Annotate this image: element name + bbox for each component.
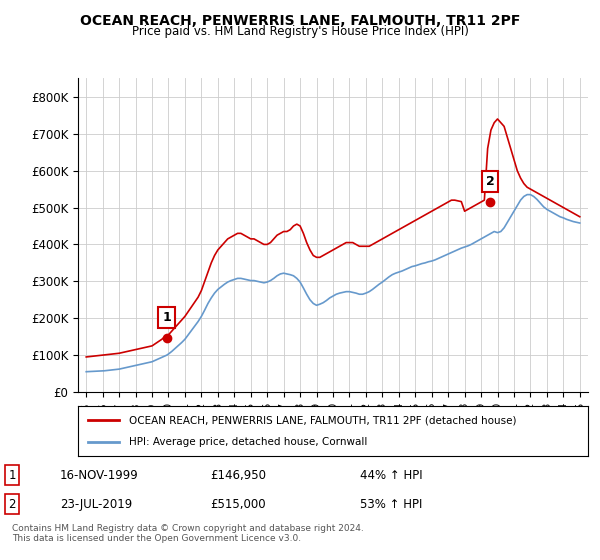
Text: 53% ↑ HPI: 53% ↑ HPI bbox=[360, 498, 422, 511]
Text: Contains HM Land Registry data © Crown copyright and database right 2024.
This d: Contains HM Land Registry data © Crown c… bbox=[12, 524, 364, 543]
Text: 23-JUL-2019: 23-JUL-2019 bbox=[60, 498, 132, 511]
Text: OCEAN REACH, PENWERRIS LANE, FALMOUTH, TR11 2PF: OCEAN REACH, PENWERRIS LANE, FALMOUTH, T… bbox=[80, 14, 520, 28]
Text: HPI: Average price, detached house, Cornwall: HPI: Average price, detached house, Corn… bbox=[129, 437, 367, 447]
Text: £515,000: £515,000 bbox=[210, 498, 266, 511]
Text: 44% ↑ HPI: 44% ↑ HPI bbox=[360, 469, 422, 482]
Text: 16-NOV-1999: 16-NOV-1999 bbox=[60, 469, 139, 482]
Text: Price paid vs. HM Land Registry's House Price Index (HPI): Price paid vs. HM Land Registry's House … bbox=[131, 25, 469, 38]
Text: 2: 2 bbox=[486, 175, 494, 188]
Text: 1: 1 bbox=[8, 469, 16, 482]
Text: 1: 1 bbox=[162, 311, 171, 324]
Text: £146,950: £146,950 bbox=[210, 469, 266, 482]
Text: OCEAN REACH, PENWERRIS LANE, FALMOUTH, TR11 2PF (detached house): OCEAN REACH, PENWERRIS LANE, FALMOUTH, T… bbox=[129, 415, 517, 425]
Text: 2: 2 bbox=[8, 498, 16, 511]
